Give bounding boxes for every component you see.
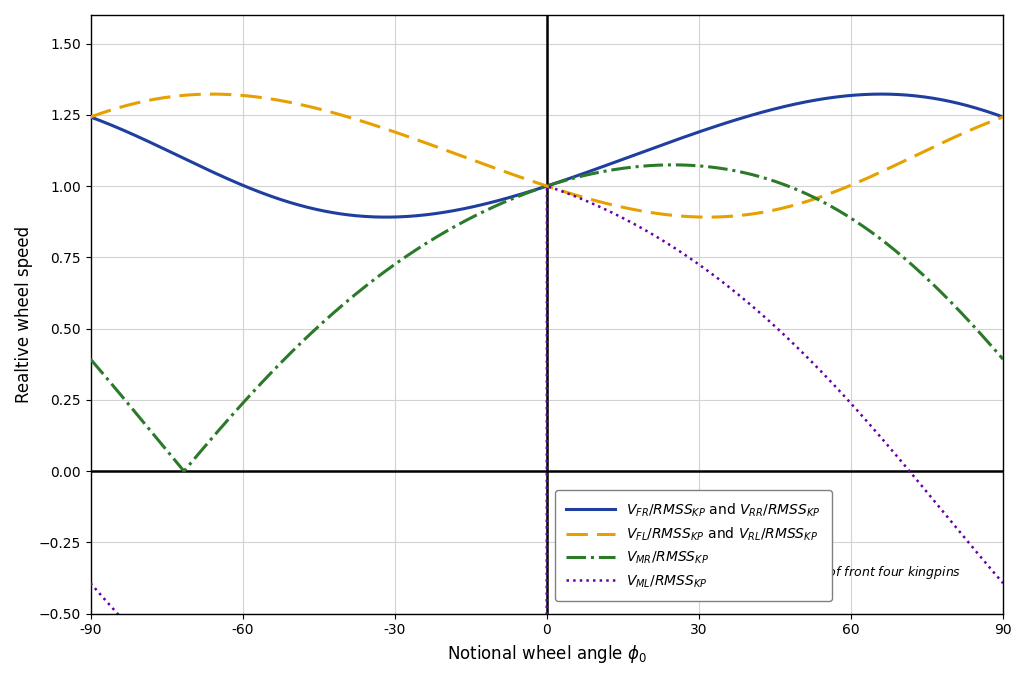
Line: $V_{ML}/RMSS_{KP}$: $V_{ML}/RMSS_{KP}$ <box>90 186 1003 680</box>
$V_{FR}/RMSS_{KP}$ and $V_{RR}/RMSS_{KP}$ <box>84 113 97 121</box>
$V_{FR}/RMSS_{KP}$ and $V_{RR}/RMSS_{KP}$ <box>875 90 887 98</box>
Line: $V_{MR}/RMSS_{KP}$: $V_{MR}/RMSS_{KP}$ <box>90 165 1003 471</box>
$V_{ML}/RMSS_{KP}$ <box>541 182 554 190</box>
$V_{FL}/RMSS_{KP}$ and $V_{RL}/RMSS_{KP}$ <box>242 92 255 100</box>
$V_{ML}/RMSS_{KP}$ <box>84 579 97 588</box>
$V_{FL}/RMSS_{KP}$ and $V_{RL}/RMSS_{KP}$ <box>997 113 1010 121</box>
Legend: $V_{FR}/RMSS_{KP}$ and $V_{RR}/RMSS_{KP}$, $V_{FL}/RMSS_{KP}$ and $V_{RL}/RMSS_{: $V_{FR}/RMSS_{KP}$ and $V_{RR}/RMSS_{KP}… <box>556 490 832 601</box>
$V_{FL}/RMSS_{KP}$ and $V_{RL}/RMSS_{KP}$ <box>206 90 219 98</box>
Line: $V_{FR}/RMSS_{KP}$ and $V_{RR}/RMSS_{KP}$: $V_{FR}/RMSS_{KP}$ and $V_{RR}/RMSS_{KP}… <box>90 94 1003 217</box>
$V_{ML}/RMSS_{KP}$ <box>881 441 893 449</box>
X-axis label: Notional wheel angle $\phi_0$: Notional wheel angle $\phi_0$ <box>447 643 647 665</box>
$V_{FR}/RMSS_{KP}$ and $V_{RR}/RMSS_{KP}$ <box>242 184 255 192</box>
$V_{MR}/RMSS_{KP}$ <box>242 392 255 401</box>
$V_{MR}/RMSS_{KP}$ <box>84 355 97 363</box>
$V_{FL}/RMSS_{KP}$ and $V_{RL}/RMSS_{KP}$ <box>701 213 714 221</box>
$V_{FL}/RMSS_{KP}$ and $V_{RL}/RMSS_{KP}$ <box>980 120 992 128</box>
$V_{MR}/RMSS_{KP}$ <box>881 240 893 248</box>
$V_{FR}/RMSS_{KP}$ and $V_{RR}/RMSS_{KP}$ <box>997 113 1010 121</box>
Text: $RMSS_{KP}$ = Root mean square speed of front four kingpins: $RMSS_{KP}$ = Root mean square speed of … <box>602 564 960 581</box>
$V_{MR}/RMSS_{KP}$ <box>980 335 992 343</box>
Line: $V_{FL}/RMSS_{KP}$ and $V_{RL}/RMSS_{KP}$: $V_{FL}/RMSS_{KP}$ and $V_{RL}/RMSS_{KP}… <box>90 94 1003 217</box>
$V_{ML}/RMSS_{KP}$ <box>980 559 992 567</box>
$V_{FR}/RMSS_{KP}$ and $V_{RR}/RMSS_{KP}$ <box>474 201 487 209</box>
$V_{MR}/RMSS_{KP}$ <box>189 454 201 462</box>
$V_{FL}/RMSS_{KP}$ and $V_{RL}/RMSS_{KP}$ <box>881 165 893 173</box>
$V_{MR}/RMSS_{KP}$ <box>178 467 190 475</box>
$V_{FR}/RMSS_{KP}$ and $V_{RR}/RMSS_{KP}$ <box>881 90 893 98</box>
$V_{MR}/RMSS_{KP}$ <box>474 209 487 218</box>
Y-axis label: Realtive wheel speed: Realtive wheel speed <box>15 226 33 403</box>
$V_{FR}/RMSS_{KP}$ and $V_{RR}/RMSS_{KP}$ <box>188 159 200 167</box>
$V_{FR}/RMSS_{KP}$ and $V_{RR}/RMSS_{KP}$ <box>380 213 392 221</box>
$V_{FL}/RMSS_{KP}$ and $V_{RL}/RMSS_{KP}$ <box>434 144 447 152</box>
$V_{FR}/RMSS_{KP}$ and $V_{RR}/RMSS_{KP}$ <box>980 107 992 115</box>
$V_{FL}/RMSS_{KP}$ and $V_{RL}/RMSS_{KP}$ <box>188 90 200 99</box>
$V_{FL}/RMSS_{KP}$ and $V_{RL}/RMSS_{KP}$ <box>84 113 97 121</box>
$V_{MR}/RMSS_{KP}$ <box>667 160 679 169</box>
$V_{ML}/RMSS_{KP}$ <box>997 579 1010 588</box>
$V_{MR}/RMSS_{KP}$ <box>434 231 447 239</box>
$V_{FL}/RMSS_{KP}$ and $V_{RL}/RMSS_{KP}$ <box>474 158 487 167</box>
$V_{FR}/RMSS_{KP}$ and $V_{RR}/RMSS_{KP}$ <box>434 209 447 217</box>
$V_{MR}/RMSS_{KP}$ <box>997 355 1010 363</box>
